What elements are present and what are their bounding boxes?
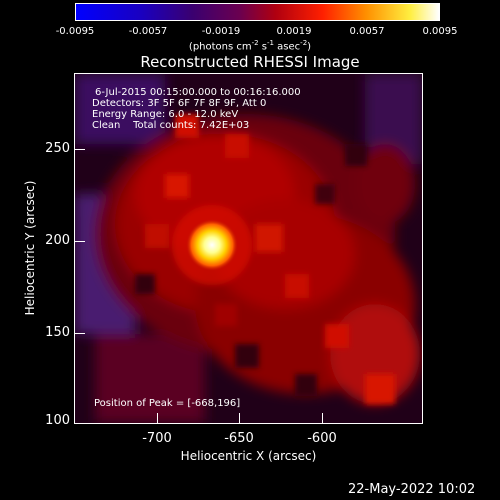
y-tick-mark	[75, 149, 85, 150]
colorbar	[75, 3, 440, 21]
plot-frame	[74, 73, 423, 424]
colorbar-tick: 0.0095	[422, 26, 458, 37]
rhessi-image	[75, 74, 422, 423]
y-tick-label: 250	[45, 141, 70, 156]
colorbar-tick: -0.0095	[55, 26, 95, 37]
rhessi-image-map	[75, 74, 422, 423]
x-tick-label: -700	[142, 431, 172, 446]
peak-position: Position of Peak = [-668,196]	[94, 398, 241, 409]
y-tick-label: 100	[45, 413, 70, 428]
x-tick-mark	[239, 413, 240, 423]
y-tick-mark	[75, 241, 85, 242]
observation-info: 6-Jul-2015 00:15:00.000 to 00:16:16.000 D…	[92, 87, 301, 131]
detectors-line: Detectors: 3F 5F 6F 7F 8F 9F, Att 0	[92, 98, 267, 109]
colorbar-tick: -0.0057	[128, 26, 168, 37]
x-tick-label: -650	[224, 431, 254, 446]
colorbar-tick: 0.0057	[349, 26, 385, 37]
timestamp: 22-May-2022 10:02	[348, 482, 476, 497]
y-axis-label: Heliocentric Y (arcsec)	[23, 180, 37, 316]
colorbar-tick: 0.0019	[276, 26, 312, 37]
plot-title: Reconstructed RHESSI Image	[140, 53, 360, 71]
y-tick-label: 150	[45, 325, 70, 340]
colorbar-units: (photons cm-2 s-1 asec-2)	[188, 39, 312, 53]
clean-line: Clean Total counts: 7.42E+03	[92, 120, 250, 131]
x-tick-mark	[157, 413, 158, 423]
x-tick-label: -600	[307, 431, 337, 446]
y-tick-label: 200	[45, 233, 70, 248]
x-tick-mark	[322, 413, 323, 423]
x-axis-label: Heliocentric X (arcsec)	[180, 449, 317, 463]
energy-line: Energy Range: 6.0 - 12.0 keV	[92, 109, 239, 120]
colorbar-gradient	[76, 4, 439, 20]
y-tick-mark	[75, 333, 85, 334]
time-range: 6-Jul-2015 00:15:00.000 to 00:16:16.000	[95, 87, 301, 98]
colorbar-tick: -0.0019	[201, 26, 241, 37]
